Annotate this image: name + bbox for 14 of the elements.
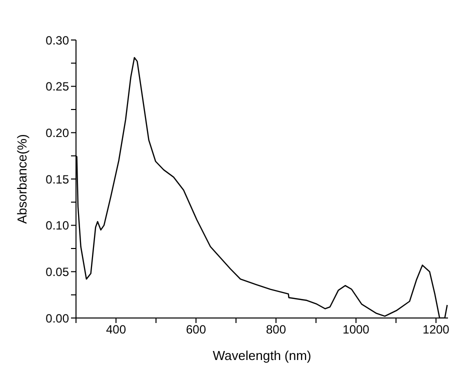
y-tick-label: 0.30	[46, 33, 70, 48]
x-tick-label: 1000	[342, 322, 370, 337]
x-tick-label: 800	[266, 322, 286, 337]
x-axis-title: Wavelength (nm)	[212, 348, 312, 363]
y-tick-label: 0.25	[46, 80, 70, 94]
x-tick-label: 600	[186, 322, 206, 337]
y-tick-label: 0.15	[46, 172, 70, 186]
y-tick-label: 0.05	[46, 264, 70, 279]
x-tick-label: 400	[106, 322, 126, 337]
y-tick-label: 0.00	[46, 311, 70, 326]
x-tick-label: 1200	[422, 322, 450, 337]
y-tick-label: 0.20	[46, 126, 70, 140]
y-tick-label: 0.10	[46, 218, 70, 233]
y-axis-title: Absorbance(%)	[14, 134, 30, 224]
